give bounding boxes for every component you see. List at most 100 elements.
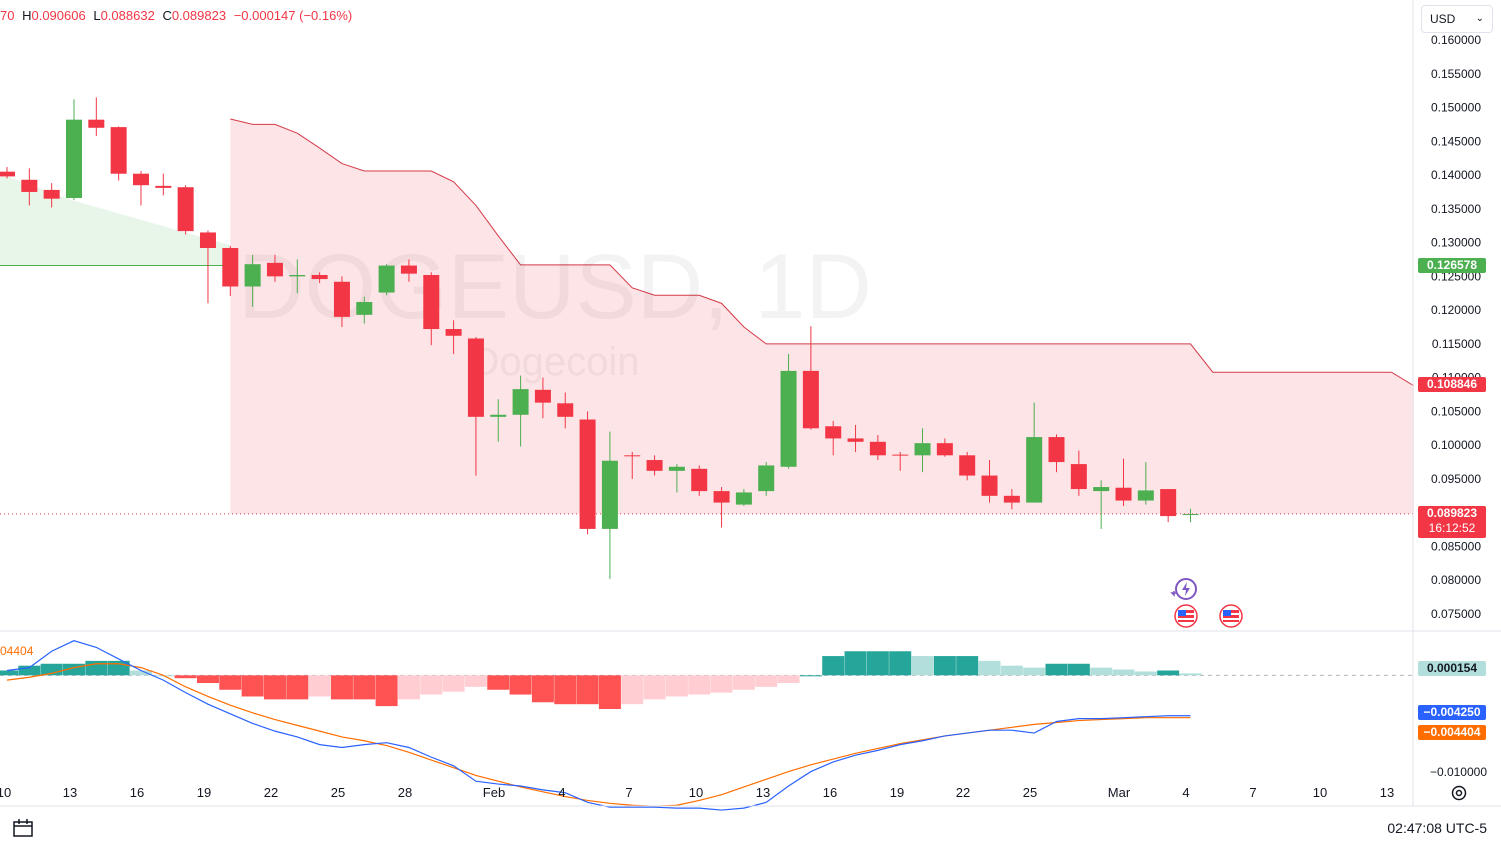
candle-body	[43, 189, 60, 199]
histogram-bar	[62, 663, 85, 676]
histogram-bar	[933, 656, 956, 676]
time-tick-label: 25	[331, 785, 345, 800]
us-flag-icon[interactable]	[1219, 604, 1243, 628]
candle-body	[445, 329, 462, 336]
time-axis[interactable]: 10 13 16 19 22 25 28 Feb 4 7 10 13 16 19 22 25 Mar 4 7 10 13	[0, 785, 1394, 800]
candle-body	[557, 403, 574, 417]
time-tick-label: 28	[398, 785, 412, 800]
histogram-bar	[777, 675, 800, 684]
price-axis[interactable]: 0.160000 0.155000 0.150000 0.145000 0.140000…	[1431, 33, 1481, 621]
watermark-symbol: DOGEUSD, 1D	[238, 236, 872, 338]
histogram-bar	[755, 675, 778, 687]
time-tick-label: 22	[956, 785, 970, 800]
time-tick-label: 22	[264, 785, 278, 800]
last-price-label: 0.089823 16:12:52	[1418, 506, 1486, 538]
candle	[758, 462, 775, 496]
candle-body	[423, 275, 440, 330]
candle-body	[1070, 464, 1087, 490]
histogram-bar	[1157, 670, 1180, 676]
candle-body	[512, 389, 529, 415]
histogram-bar	[241, 675, 264, 697]
candle	[155, 173, 172, 196]
candle	[668, 464, 685, 493]
histogram-bar	[18, 665, 41, 676]
candle-body	[1182, 514, 1199, 516]
time-tick-label: Mar	[1108, 785, 1131, 800]
candle	[1137, 462, 1154, 505]
histogram-bar	[263, 675, 286, 700]
macd-indicator: 04404 −0.010000	[0, 640, 1487, 811]
candlestick-series	[0, 97, 1199, 579]
time-tick-label: 13	[63, 785, 77, 800]
candle-body	[914, 443, 931, 456]
candle-body	[110, 127, 127, 174]
candle	[177, 185, 194, 235]
candle	[579, 411, 596, 535]
clock-time[interactable]: 02:47:08 UTC-5	[1387, 820, 1487, 836]
candle	[65, 99, 82, 201]
candle	[21, 168, 38, 206]
price-tick-label: 0.085000	[1431, 539, 1481, 553]
candle-body	[601, 460, 618, 529]
histogram-bar	[464, 675, 487, 687]
price-tick-label: 0.120000	[1431, 303, 1481, 317]
calendar-icon[interactable]	[12, 818, 36, 843]
candle-body	[177, 187, 194, 232]
histogram-bar	[688, 675, 711, 695]
price-tick-label: 0.135000	[1431, 202, 1481, 216]
candle	[1160, 489, 1177, 523]
ohlc-close-value: 0.089823	[171, 8, 227, 23]
time-tick-label: 13	[756, 785, 770, 800]
settings-icon[interactable]	[1450, 784, 1468, 807]
histogram-bar	[219, 675, 242, 690]
lightning-icon[interactable]	[1170, 578, 1197, 600]
candle-body	[132, 173, 149, 186]
candle-body	[0, 171, 15, 177]
time-tick-label: 10	[689, 785, 703, 800]
candle-body	[1137, 490, 1154, 501]
ohlc-legend: 70 H0.090606 L0.088632 C0.089823 −0.0001…	[0, 8, 356, 23]
histogram-bar	[1067, 663, 1090, 676]
histogram-value-label: 0.000154	[1418, 661, 1486, 676]
currency-select[interactable]: USD ⌄	[1421, 5, 1493, 33]
candle	[892, 451, 909, 471]
candle-body	[88, 119, 105, 128]
candle-body	[847, 438, 864, 442]
candle-body	[1160, 489, 1177, 517]
candle-body	[1003, 495, 1020, 503]
us-flag-icon[interactable]	[1174, 604, 1198, 628]
time-tick-label: 7	[1249, 785, 1256, 800]
histogram-bar	[330, 675, 353, 700]
histogram-bar	[1045, 663, 1068, 676]
candle-body	[825, 426, 842, 439]
candle	[1182, 508, 1199, 523]
histogram-bar	[196, 675, 219, 684]
candle-body	[735, 492, 752, 505]
candle	[311, 272, 328, 284]
candle	[333, 276, 350, 327]
histogram-bar	[554, 675, 577, 705]
candle	[780, 354, 797, 469]
candle-body	[311, 275, 328, 280]
candle	[691, 465, 708, 496]
candle	[802, 326, 819, 430]
ohlc-low-label: L	[93, 8, 101, 23]
candle-body	[713, 491, 730, 503]
cloud-lower-price-label: 0.108846	[1418, 377, 1486, 392]
cloud-fill	[230, 119, 1414, 514]
histogram-bar	[174, 675, 197, 679]
price-tick-label: 0.155000	[1431, 67, 1481, 81]
candle	[445, 320, 462, 355]
time-tick-label: 10	[1313, 785, 1327, 800]
candle	[132, 171, 149, 206]
macd-value-label: −0.004250	[1418, 705, 1486, 720]
price-tick-label: 0.130000	[1431, 236, 1481, 250]
candle-body	[1048, 437, 1065, 463]
price-tick-label: 0.080000	[1431, 573, 1481, 587]
histogram-bar	[956, 656, 979, 676]
candle-body	[490, 414, 507, 417]
histogram-bar	[397, 675, 420, 700]
candle-body	[624, 455, 641, 457]
histogram-bar	[1090, 667, 1113, 676]
